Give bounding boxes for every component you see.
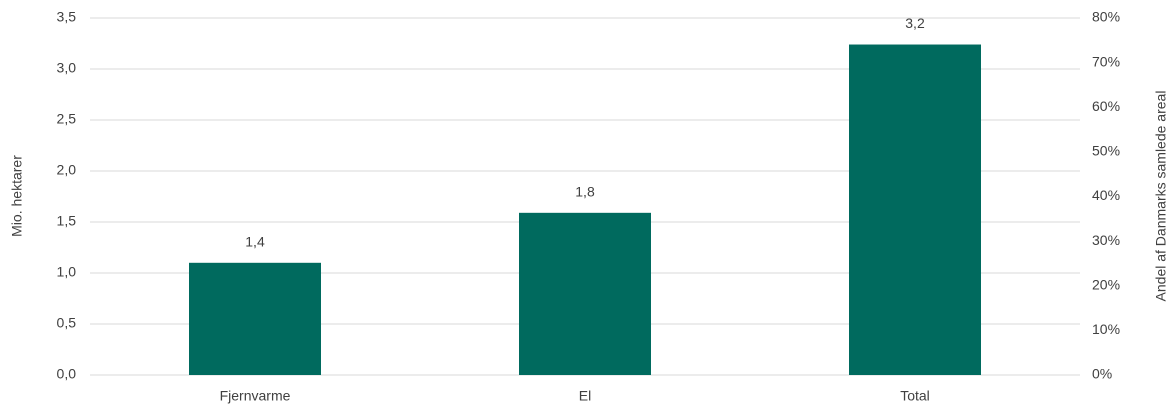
y-tick-label: 0,0 (57, 366, 77, 382)
bar (519, 212, 651, 375)
y2-tick-label: 40% (1092, 187, 1120, 203)
x-tick-label: El (579, 388, 591, 404)
y-tick-label: 1,5 (57, 213, 77, 229)
y-tick-label: 2,5 (57, 111, 77, 127)
y2-tick-label: 50% (1092, 143, 1120, 159)
y-tick-label: 3,5 (57, 9, 77, 25)
y2-tick-label: 0% (1092, 366, 1112, 382)
x-tick-label: Fjernvarme (220, 388, 291, 404)
y2-tick-label: 10% (1092, 321, 1120, 337)
x-tick-label: Total (900, 388, 930, 404)
y2-tick-label: 30% (1092, 232, 1120, 248)
annotation: 1,8 (575, 184, 595, 200)
annotation: 1,4 (245, 234, 265, 250)
y-tick-label: 1,0 (57, 264, 77, 280)
y-tick-label: 0,5 (57, 315, 77, 331)
y2-tick-label: 70% (1092, 53, 1120, 69)
y2-tick-label: 80% (1092, 9, 1120, 25)
y2-tick-label: 60% (1092, 98, 1120, 114)
bar (849, 44, 981, 376)
annotation: 3,2 (905, 15, 925, 31)
y-axis-title: Mio. hektarer (9, 155, 25, 237)
y-tick-label: 2,0 (57, 162, 77, 178)
y2-tick-label: 20% (1092, 276, 1120, 292)
y-tick-label: 3,0 (57, 60, 77, 76)
y2-axis-title: Andel af Danmarks samlede areal (1153, 91, 1169, 302)
bar (189, 262, 321, 375)
